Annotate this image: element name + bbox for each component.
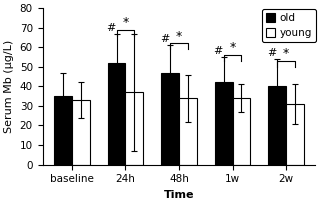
Bar <box>215 82 233 165</box>
Text: #: # <box>267 48 276 58</box>
Legend: old, young: old, young <box>262 9 316 42</box>
Bar <box>161 73 179 165</box>
Bar <box>125 92 143 165</box>
Text: #: # <box>213 46 223 56</box>
Text: *: * <box>176 30 182 43</box>
Bar <box>72 100 90 165</box>
Bar <box>268 86 286 165</box>
Y-axis label: Serum Mb (μg/L): Serum Mb (μg/L) <box>4 40 14 133</box>
Bar <box>286 104 304 165</box>
Text: *: * <box>229 41 236 54</box>
Text: #: # <box>160 34 169 44</box>
Bar <box>179 98 197 165</box>
Text: #: # <box>106 23 116 33</box>
Text: *: * <box>122 16 129 29</box>
Bar <box>233 98 250 165</box>
Bar <box>108 63 125 165</box>
X-axis label: Time: Time <box>164 190 194 200</box>
Text: *: * <box>283 47 289 60</box>
Bar <box>54 96 72 165</box>
